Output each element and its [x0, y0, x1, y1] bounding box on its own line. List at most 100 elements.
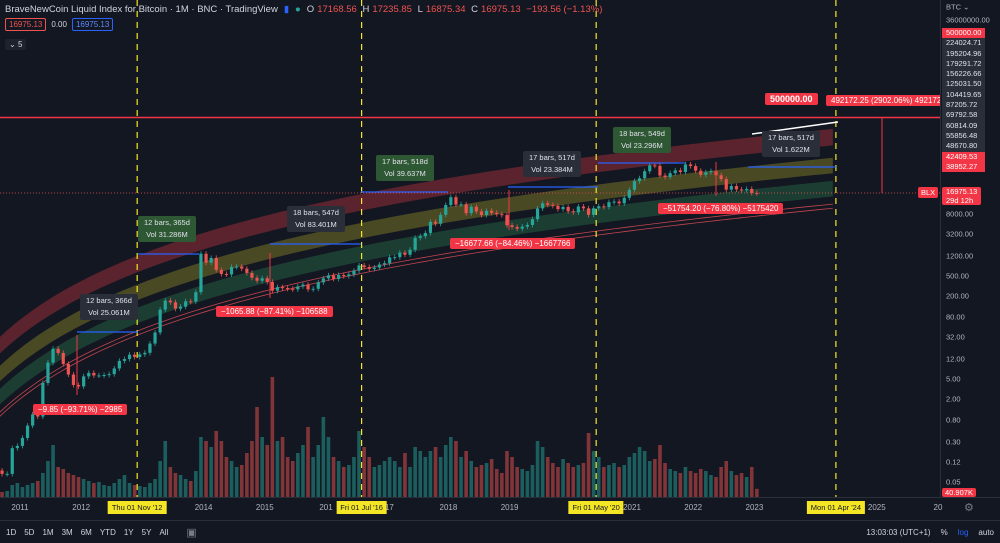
flag-icon[interactable]: ▮: [283, 4, 290, 15]
candle-body: [597, 206, 601, 209]
pinned-price-label: 104419.65: [942, 89, 986, 101]
range-button-1y[interactable]: 1Y: [123, 527, 134, 537]
candle-body: [510, 225, 514, 227]
candle-body: [704, 172, 708, 175]
volume-bar: [413, 447, 417, 497]
date-marker-label[interactable]: Thu 01 Nov '12: [107, 501, 167, 514]
volume-bar: [158, 461, 162, 497]
measure-label[interactable]: 17 bars, 518d Vol 39.637M: [376, 155, 434, 181]
volume-bar: [61, 469, 66, 497]
date-marker-label[interactable]: Mon 01 Apr '24: [806, 501, 865, 514]
measure-label[interactable]: 18 bars, 547d Vol 83.401M: [287, 206, 345, 232]
candle-body: [229, 266, 234, 275]
volume-bar: [204, 441, 208, 497]
candle-body: [520, 226, 524, 229]
chart-pane[interactable]: BraveNewCoin Liquid Index for Bitcoin · …: [0, 0, 940, 497]
volume-bar: [647, 461, 652, 497]
symbol-tag: BLX: [918, 187, 939, 198]
settings-gear-icon[interactable]: ⚙: [964, 502, 974, 514]
volume-bar: [20, 487, 25, 497]
last-price-label: 16975.13 29d 12h: [942, 187, 982, 205]
measure-label[interactable]: 17 bars, 517d Vol 23.384M: [523, 151, 581, 177]
clock[interactable]: 13:03:03 (UTC+1): [866, 527, 931, 537]
candle-body: [51, 348, 55, 363]
volume-bar: [76, 477, 81, 497]
drawdown-label[interactable]: −1065.88 (−87.41%) −106588: [216, 306, 333, 317]
volume-bar: [678, 473, 683, 497]
volume-bar: [433, 447, 438, 497]
candle-body: [148, 343, 152, 353]
range-button-1d[interactable]: 1D: [6, 527, 17, 537]
time-axis[interactable]: 2011 2012 2014 2015 201 017 2018 2019 2021 2022 20…: [0, 497, 1000, 519]
range-button-6m[interactable]: 6M: [80, 527, 92, 537]
candle-body: [291, 288, 295, 290]
date-marker-label[interactable]: Fri 01 May '20: [568, 501, 624, 514]
range-button-ytd[interactable]: YTD: [99, 527, 116, 537]
volume-bar: [301, 445, 305, 497]
candle-body: [490, 210, 494, 213]
volume-bar: [102, 485, 106, 497]
volume-bar: [729, 471, 734, 497]
drawdown-label[interactable]: −9.85 (−93.71%) −2985: [33, 404, 128, 415]
candle-body: [87, 372, 91, 377]
percent-toggle[interactable]: %: [940, 527, 948, 537]
volume-bar: [398, 467, 402, 497]
symbol-title[interactable]: BraveNewCoin Liquid Index for Bitcoin · …: [5, 4, 278, 15]
time-tick: 2021: [623, 503, 641, 512]
pinned-price-label: 500000.00: [942, 28, 986, 39]
candle-body: [36, 414, 40, 417]
auto-toggle[interactable]: auto: [978, 527, 994, 537]
candle-body: [592, 208, 596, 215]
volume-bar: [250, 441, 254, 497]
candle-body: [5, 473, 9, 475]
volume-bar: [443, 445, 448, 497]
target-move-label[interactable]: 492172.25 (2902.06%) 49217225: [826, 95, 940, 106]
candle-body: [484, 210, 489, 216]
measure-label[interactable]: 12 bars, 366d Vol 25.061M: [80, 294, 138, 320]
candle-body: [607, 202, 611, 208]
volume-bar: [510, 457, 514, 497]
measure-label[interactable]: 18 bars, 549d Vol 23.296M: [613, 127, 671, 153]
axis-tick: 0.05: [946, 477, 961, 487]
axis-unit-selector[interactable]: BTC ⌄: [946, 2, 970, 12]
volume-bar: [556, 467, 560, 497]
log-toggle[interactable]: log: [957, 527, 969, 537]
measure-volume: Vol 23.296M: [621, 141, 663, 150]
candle-body: [168, 300, 172, 303]
candle-body: [648, 165, 652, 172]
candle-body: [143, 352, 147, 355]
drawdown-label[interactable]: −51754.20 (−76.80%) −5175420: [658, 203, 784, 214]
measure-label[interactable]: 17 bars, 517d Vol 1.622M: [762, 131, 820, 157]
date-marker-label[interactable]: Fri 01 Jul '16: [336, 501, 387, 514]
candle-body: [576, 206, 580, 213]
axis-tick: 500.00: [946, 271, 969, 281]
buy-price-button[interactable]: 16975.13: [71, 18, 114, 31]
drawdown-label[interactable]: −16677.66 (−84.46%) −1667766: [450, 238, 576, 249]
candle-body: [66, 363, 70, 375]
sell-price-button[interactable]: 16975.13: [5, 18, 47, 31]
pinned-price-label: 224024.71: [942, 38, 986, 49]
volume-bar: [234, 467, 239, 497]
range-button-3m[interactable]: 3M: [61, 527, 73, 537]
range-button-5y[interactable]: 5Y: [141, 527, 152, 537]
volume-bar: [372, 467, 377, 497]
range-button-5d[interactable]: 5D: [24, 527, 35, 537]
volume-bar: [540, 447, 545, 497]
volume-bar: [127, 483, 132, 497]
price-axis[interactable]: BTC ⌄ 36000000.00 500000.00 224024.71 1952…: [940, 0, 1000, 497]
measure-volume: Vol 31.286M: [146, 230, 188, 239]
range-button-all[interactable]: All: [159, 527, 169, 537]
range-button-1m[interactable]: 1M: [42, 527, 54, 537]
indicator-count: 5: [17, 40, 23, 49]
time-tick: 2015: [255, 503, 274, 512]
candle-body: [541, 203, 545, 209]
calendar-icon[interactable]: ▣: [186, 526, 197, 539]
measure-label[interactable]: 12 bars, 365d Vol 31.286M: [138, 216, 196, 242]
candle-body: [602, 206, 606, 208]
indicators-toggle[interactable]: ⌄ 5: [5, 39, 27, 50]
candle-body: [658, 165, 662, 176]
volume-bar: [535, 441, 540, 497]
time-tick: 2023: [745, 503, 764, 512]
target-level-label[interactable]: 500000.00: [765, 93, 818, 105]
volume-bar: [586, 433, 591, 497]
